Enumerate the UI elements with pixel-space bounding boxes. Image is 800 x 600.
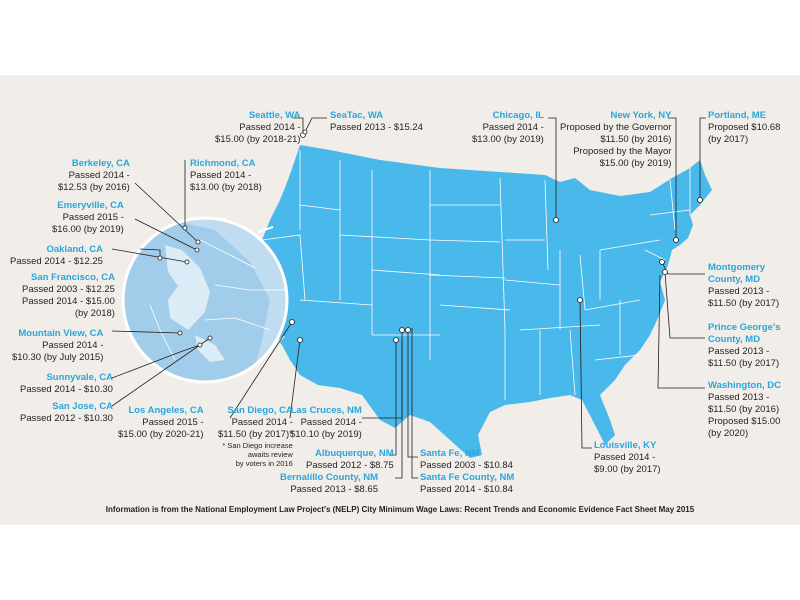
label-oakland: Oakland, CA Passed 2014 - $12.25 (10, 244, 103, 267)
label-richmond: Richmond, CA Passed 2014 - $13.00 (by 20… (190, 158, 262, 193)
label-chicago: Chicago, IL Passed 2014 - $13.00 (by 201… (472, 110, 544, 145)
label-seatac: SeaTac, WA Passed 2013 - $15.24 (330, 110, 423, 133)
label-santa-fe-county: Santa Fe County, NM Passed 2014 - $10.84 (420, 472, 515, 495)
map-panel (0, 75, 800, 525)
label-san-diego: San Diego, CA Passed 2014 - $11.50 (by 2… (218, 405, 293, 468)
label-san-francisco: San Francisco, CA Passed 2003 - $12.25 P… (22, 272, 115, 319)
label-louisville: Louisville, KY Passed 2014 - $9.00 (by 2… (594, 440, 661, 475)
bay-area-inset (123, 218, 287, 382)
michigan-shape (552, 208, 585, 248)
label-mountain-view: Mountain View, CA Passed 2014 - $10.30 (… (12, 328, 104, 363)
label-las-cruces: Las Cruces, NM Passed 2014 - $10.10 (by … (290, 405, 362, 440)
label-emeryville: Emeryville, CA Passed 2015 - $16.00 (by … (52, 200, 124, 235)
leader-lines (111, 117, 706, 479)
us-map-graphic (111, 117, 712, 479)
state-border-lines (261, 150, 691, 400)
source-note: Information is from the National Employm… (105, 505, 695, 514)
label-prince-georges-county: Prince George's County, MD Passed 2013 -… (708, 322, 781, 369)
city-markers (157, 129, 703, 348)
inset-border (121, 216, 289, 384)
label-washington-dc: Washington, DC Passed 2013 - $11.50 (by … (708, 380, 781, 439)
label-new-york: New York, NY Proposed by the Governor $1… (560, 110, 672, 169)
label-sunnyvale: Sunnyvale, CA Passed 2014 - $10.30 (20, 372, 113, 395)
label-san-jose: San Jose, CA Passed 2012 - $10.30 (20, 401, 113, 424)
label-seattle: Seattle, WA Passed 2014 - $15.00 (by 201… (215, 110, 301, 145)
us-mainland-shape (258, 145, 712, 458)
label-montgomery-county: Montgomery County, MD Passed 2013 - $11.… (708, 262, 780, 309)
label-bernalillo-county: Bernalillo County, NM Passed 2013 - $8.6… (280, 472, 378, 495)
label-albuquerque: Albuquerque, NM Passed 2012 - $8.75 (306, 448, 394, 471)
label-portland: Portland, ME Proposed $10.68 (by 2017) (708, 110, 781, 145)
label-berkeley: Berkeley, CA Passed 2014 - $12.53 (by 20… (58, 158, 130, 193)
label-los-angeles: Los Angeles, CA Passed 2015 - $15.00 (by… (118, 405, 204, 440)
label-santa-fe: Santa Fe, NM Passed 2003 - $10.84 (420, 448, 513, 471)
